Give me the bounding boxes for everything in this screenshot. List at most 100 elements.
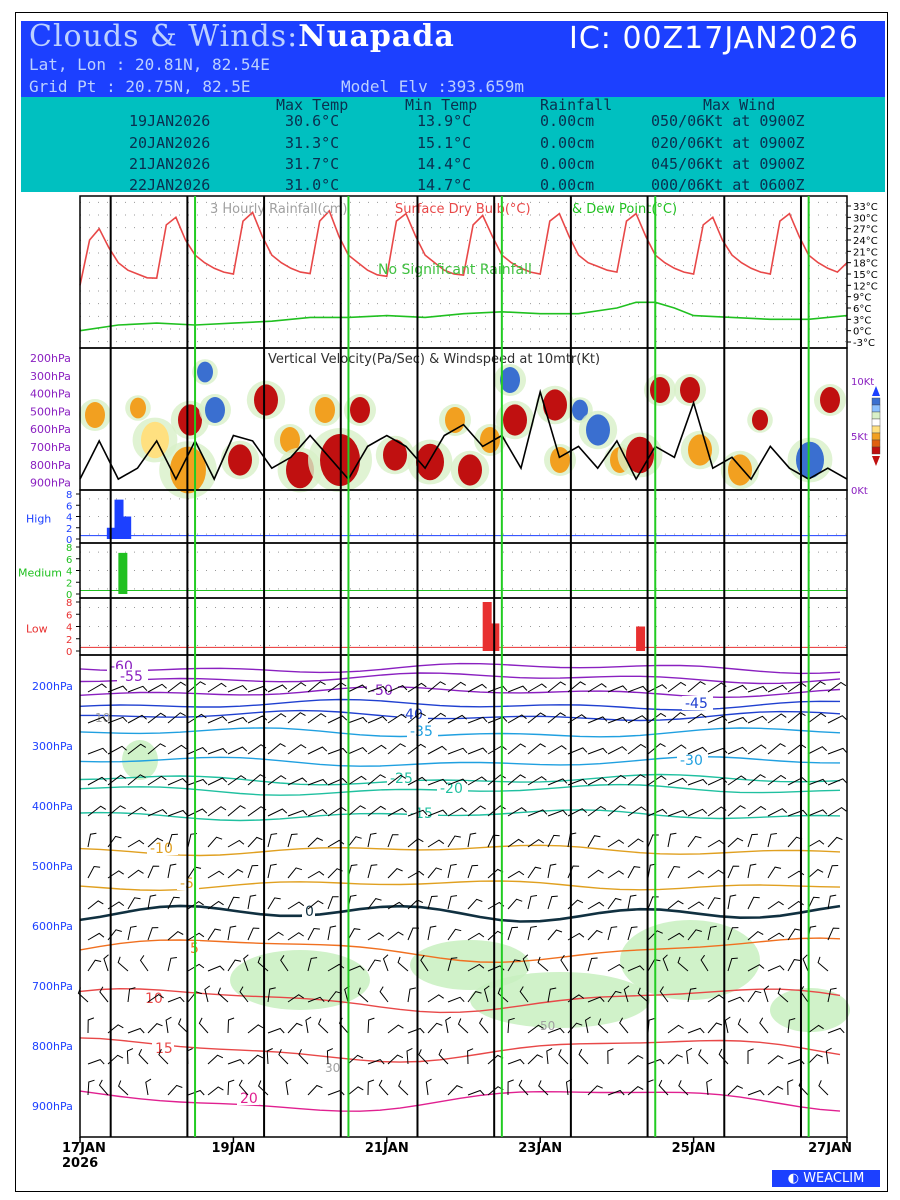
wind-barb [647,712,667,724]
wind-barb [627,806,647,817]
wind-barb [467,991,482,1003]
wind-barb [418,1049,429,1065]
wind-barb [327,715,348,724]
vv-pressure-label: 900hPa [30,477,71,490]
wind-barb [467,832,477,848]
y-tick-label: 0 [66,590,72,601]
wind-barb [243,954,249,972]
wind-barb [367,864,378,879]
wind-barb [607,774,627,786]
wind-barb [227,925,237,941]
wind-barb [587,957,598,972]
wind-barb [147,743,166,755]
wind-barb [547,745,567,755]
initial-condition: IC: 00Z17JAN2026 [569,21,859,56]
wind-barb [447,747,468,755]
legend-swatch [871,425,881,434]
wind-barb [285,1078,292,1096]
wind-barb [367,685,388,693]
wind-barb [667,681,687,693]
wind-barb [667,865,681,879]
wind-barb [87,865,101,879]
wind-barb [467,898,483,910]
wind-barb [727,865,740,879]
wind-barb [597,1018,609,1034]
wind-barb [818,1080,829,1096]
wind-barb [278,1048,289,1065]
legend-swatch [871,439,881,448]
wind-barb [647,896,659,910]
wind-barb [247,865,259,879]
wind-barb [507,774,526,786]
wind-barb [357,987,369,1003]
wind-barb [667,744,687,755]
cloud-high-bar [114,499,124,539]
legend-swatch [871,411,881,420]
wind-barb [507,838,524,848]
wind-barb [767,774,787,786]
wind-barb [307,996,325,1003]
summary-max-wind: 020/06Kt at 0900Z [651,134,805,152]
isotherm-line [79,809,841,822]
isotherm-label: -30 [680,753,703,769]
wind-barb [827,778,848,786]
y-tick-label: 9°C [853,293,871,304]
wind-barb [767,713,787,724]
isotherm-label: -15 [410,806,433,822]
x-axis-year: 2026 [62,1156,98,1171]
wind-barb [627,926,638,941]
vv-shade [315,397,335,423]
wind-barb [127,987,136,1003]
wind-barb [387,834,399,848]
wind-barb [227,775,247,786]
wind-barb [807,839,825,848]
wind-barb [627,965,645,972]
wind-barb [138,1048,149,1065]
wind-barb [367,1079,375,1096]
wind-barb [447,1085,463,1096]
wind-barb [87,832,97,848]
vv-shade [688,434,712,466]
wind-barb [207,716,228,724]
wind-barb [807,896,820,910]
isotherm-line [79,727,841,738]
wind-barb [807,1054,823,1065]
wind-barb [327,896,339,910]
wind-barb [767,1085,784,1096]
wind-barb [483,985,490,1003]
wind-barb [207,870,225,879]
wind-barb [727,1085,744,1096]
wind-barb [287,744,307,755]
wind-barb [326,1048,334,1065]
wind-barb [239,986,249,1003]
isotherm-label: -55 [120,669,143,685]
wind-barb [118,1080,129,1096]
wind-barb [747,833,758,848]
wind-barb [587,869,604,879]
wind-barb [587,1085,603,1096]
vv-shade [550,447,570,473]
wind-barb [287,712,306,724]
y-tick-label: 6 [66,610,72,621]
wind-barb [737,1018,749,1034]
wind-barb [147,837,164,848]
wind-barb [827,987,837,1003]
wind-barb [387,1024,404,1034]
wind-barb [398,1080,409,1096]
wind-barb [447,996,465,1003]
wind-barb [747,744,767,755]
isotherm-label: -20 [440,781,463,797]
wind-barb [547,834,560,848]
wind-barb [227,805,246,817]
humidity-shade [770,988,850,1032]
cloud-low-bar [482,602,492,651]
wind-barb [427,895,438,910]
wind-barb [438,1048,449,1065]
wind-barbs [77,681,848,1096]
dew-point-legend: & Dew Point(°C) [572,202,677,217]
wind-barb [427,994,444,1003]
wind-barb [87,900,104,910]
wind-barb [724,1016,731,1034]
wind-barb [467,864,479,879]
wind-barb [567,778,588,786]
